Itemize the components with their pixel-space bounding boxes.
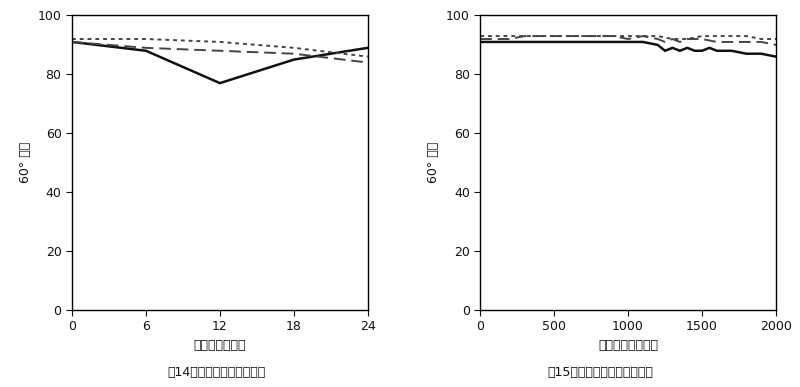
Y-axis label: 60° 光泽: 60° 光泽: [427, 142, 440, 183]
Text: 图14－汽车涂料、户外老化: 图14－汽车涂料、户外老化: [167, 366, 265, 379]
X-axis label: 曝晒时间（月）: 曝晒时间（月）: [194, 339, 246, 351]
X-axis label: 曝晒时间（小时）: 曝晒时间（小时）: [598, 339, 658, 351]
Text: 图15－汽车涂料、实验室老化: 图15－汽车涂料、实验室老化: [547, 366, 653, 379]
Y-axis label: 60° 光泽: 60° 光泽: [19, 142, 32, 183]
